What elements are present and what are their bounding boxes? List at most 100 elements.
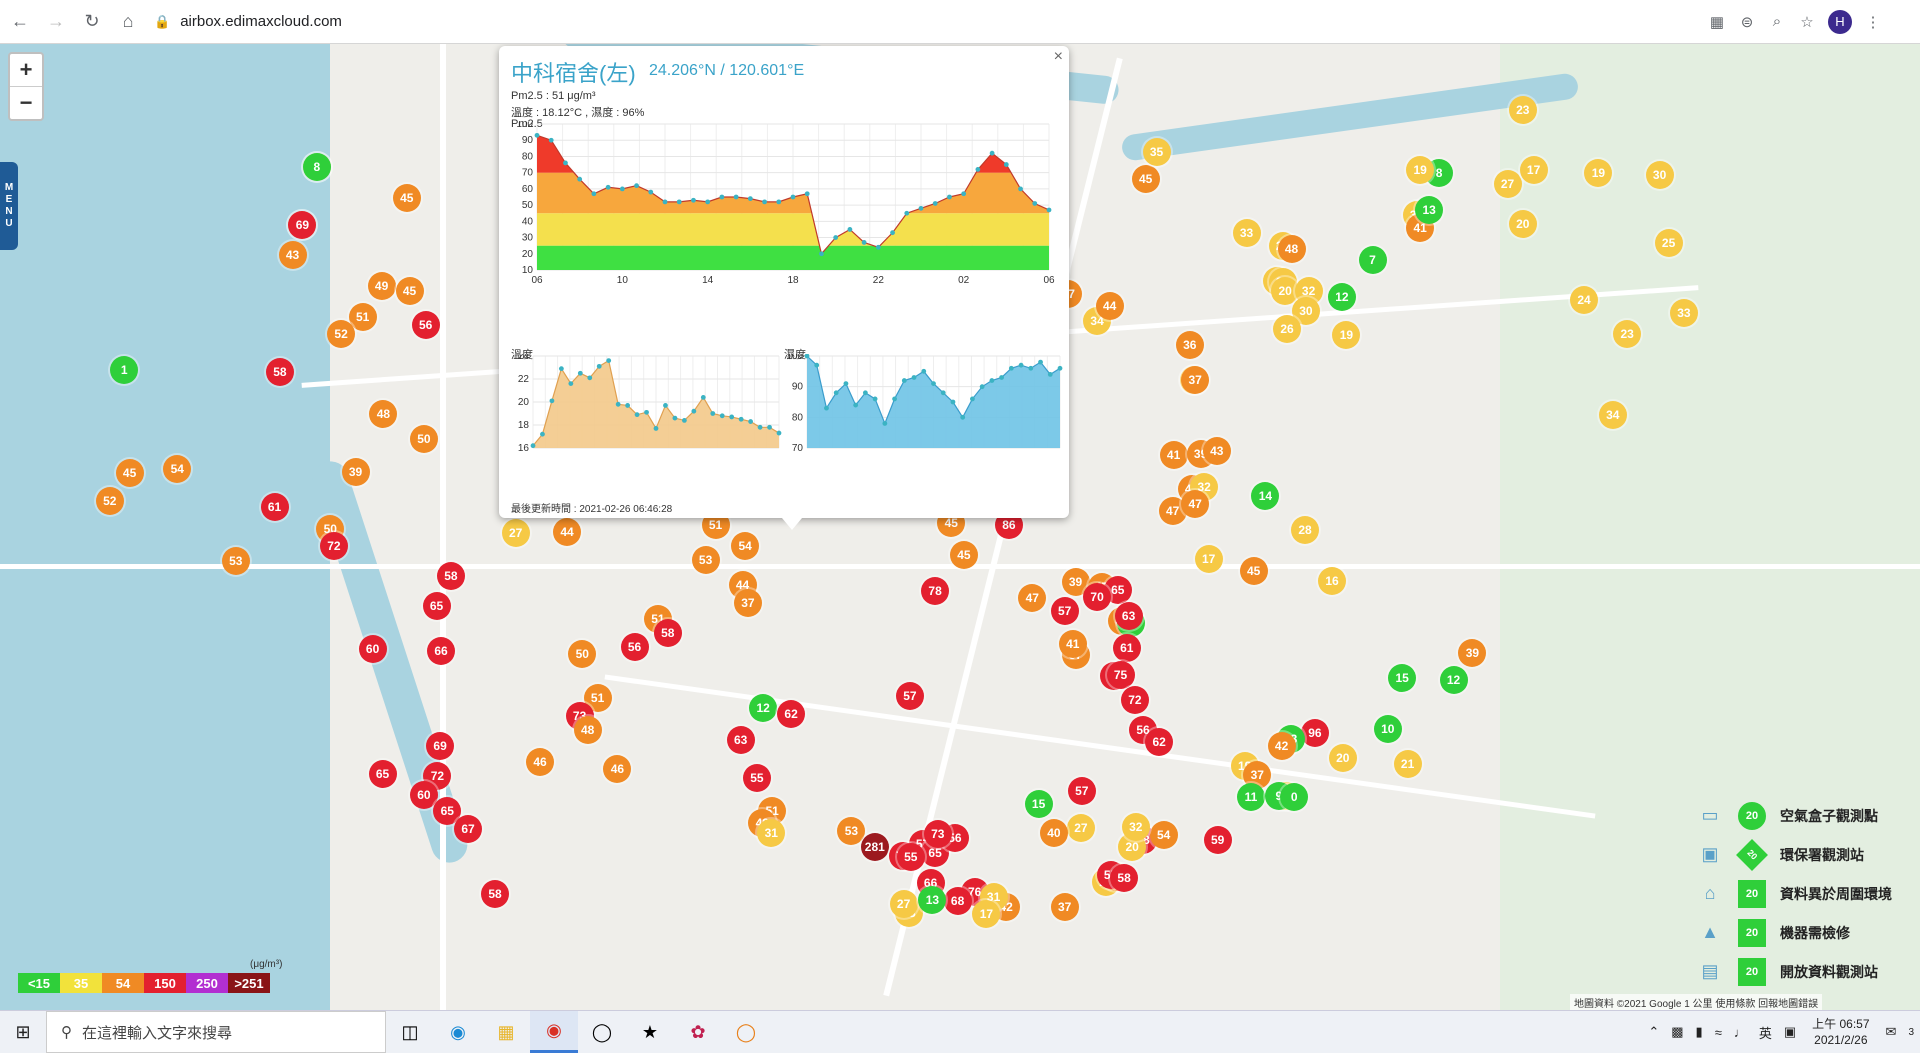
airbox-marker[interactable]: 30 [1645,161,1674,190]
airbox-marker[interactable]: 15 [1388,664,1417,693]
airbox-marker[interactable]: 68 [943,886,972,915]
profile-avatar[interactable]: H [1828,9,1852,34]
airbox-marker[interactable]: 62 [1145,728,1174,757]
volume-icon[interactable]: ♩ [1733,1024,1747,1040]
airbox-marker[interactable]: 23 [1613,320,1642,349]
airbox-marker[interactable]: 62 [777,700,806,729]
airbox-marker[interactable]: 20 [1508,209,1537,238]
airbox-marker[interactable]: 58 [265,358,294,387]
airbox-marker[interactable]: 13 [918,885,947,914]
airbox-marker[interactable]: 11 [1237,783,1265,811]
airbox-marker[interactable]: 48 [369,399,398,428]
airbox-marker[interactable]: 33 [1669,298,1698,327]
file-explorer-icon[interactable]: ▦ [497,1021,515,1042]
taskbar-search-placeholder[interactable]: 在這裡輸入文字來搜尋 [82,1024,233,1042]
clock[interactable]: 上午 06:57 2021/2/26 [1812,1016,1869,1048]
airbox-marker[interactable]: 54 [1149,820,1178,849]
airbox-marker[interactable]: 45 [115,459,144,487]
app-icon[interactable]: ◯ [591,1021,613,1042]
airbox-marker[interactable]: 7 [1358,245,1387,274]
map-attribution[interactable]: 地圖資料 ©2021 Google 1 公里 使用條款 回報地圖錯誤 [1570,994,1823,1010]
forward-icon[interactable]: → [47,11,65,31]
airbox-marker[interactable]: 61 [1112,633,1141,662]
airbox-marker[interactable]: 17 [1519,155,1548,184]
meet-icon[interactable]: ▩ [1671,1024,1684,1039]
airbox-marker[interactable]: 60 [358,635,387,664]
airbox-marker[interactable]: 15 [1024,790,1053,819]
blender-icon[interactable]: ◯ [735,1021,757,1042]
airbox-marker[interactable]: 70 [1083,583,1112,612]
airbox-marker[interactable]: 12 [1439,666,1468,694]
airbox-marker[interactable]: 40 [1039,819,1068,847]
airbox-marker[interactable]: 45 [1239,557,1268,586]
airbox-marker[interactable]: 281 [860,832,889,861]
airbox-marker[interactable]: 78 [921,576,950,605]
airbox-marker[interactable]: 43 [278,241,307,270]
airbox-marker[interactable]: 58 [1110,864,1139,892]
airbox-marker[interactable]: 96 [1300,719,1329,748]
ime-mode-icon[interactable]: ▣ [1783,1024,1797,1039]
airbox-marker[interactable]: 8 [302,153,331,181]
airbox-marker[interactable]: 39 [1458,639,1487,667]
airbox-marker[interactable]: 39 [341,458,370,487]
airbox-marker[interactable]: 65 [422,592,451,621]
airbox-marker[interactable]: 61 [260,493,289,522]
airbox-marker[interactable]: 10 [1373,714,1402,743]
airbox-marker[interactable]: 32 [1121,812,1150,841]
ime-indicator[interactable]: 英 [1758,1025,1772,1041]
airbox-marker[interactable]: 27 [501,519,530,548]
airbox-marker[interactable]: 32 [1190,472,1219,501]
airbox-marker[interactable]: 57 [1067,776,1096,805]
translate-icon[interactable]: ⊜ [1740,13,1754,31]
airbox-marker[interactable]: 52 [327,320,356,349]
airbox-marker[interactable]: 1 [110,355,139,384]
lock-icon[interactable]: 🔒 [154,13,171,29]
notification-icon[interactable]: ✉ [1885,1024,1897,1039]
airbox-marker[interactable]: 58 [481,880,509,909]
network-icon[interactable]: ≈ [1714,1024,1722,1040]
airbox-marker[interactable]: 27 [889,890,918,919]
airbox-marker[interactable]: 48 [1277,234,1306,263]
airbox-marker[interactable]: 45 [395,277,424,306]
airbox-marker[interactable]: 60 [409,781,438,810]
zoom-out-button[interactable]: − [10,86,42,119]
airbox-marker[interactable]: 50 [568,639,597,668]
windows-start-icon[interactable]: ⊞ [15,1021,31,1042]
airbox-marker[interactable]: 19 [1584,159,1613,188]
airbox-marker[interactable]: 48 [573,716,602,745]
airbox-marker[interactable]: 54 [163,455,192,484]
airbox-marker[interactable]: 47 [1018,584,1047,613]
airbox-marker[interactable]: 33 [1232,218,1261,247]
airbox-marker[interactable]: 57 [1050,596,1079,625]
app-icon[interactable]: ✿ [690,1021,706,1042]
airbox-marker[interactable]: 72 [423,762,452,791]
star-icon[interactable]: ☆ [1800,13,1814,31]
app-icon[interactable]: ★ [641,1021,659,1042]
airbox-marker[interactable]: 42 [1267,731,1296,760]
tray-chevron-icon[interactable]: ⌃ [1648,1024,1660,1039]
airbox-marker[interactable]: 37 [1181,366,1210,395]
airbox-marker[interactable]: 24 [1570,286,1598,315]
airbox-marker[interactable]: 46 [603,755,632,784]
airbox-marker[interactable]: 73 [923,819,952,848]
airbox-marker[interactable]: 0 [1280,783,1309,811]
airbox-marker[interactable]: 19 [1406,155,1435,184]
airbox-marker[interactable]: 41 [1058,630,1087,658]
airbox-marker[interactable]: 69 [426,731,455,760]
airbox-marker[interactable]: 20 [1328,744,1357,773]
airbox-marker[interactable]: 41 [1159,441,1188,469]
airbox-marker[interactable]: 47 [1181,489,1210,518]
airbox-marker[interactable]: 59 [1203,826,1232,855]
airbox-marker[interactable]: 27 [1493,170,1522,199]
airbox-marker[interactable]: 58 [653,619,682,648]
airbox-marker[interactable]: 20 [1271,277,1300,306]
airbox-marker[interactable]: 58 [436,561,465,590]
airbox-marker[interactable]: 49 [367,271,396,300]
reload-icon[interactable]: ↻ [84,11,100,31]
airbox-marker[interactable]: 43 [1202,436,1231,465]
airbox-marker[interactable]: 31 [757,819,786,847]
airbox-marker[interactable]: 65 [368,759,397,788]
address-bar[interactable]: 🔒 airbox.edimaxcloud.com [154,7,1702,37]
battery-icon[interactable]: ▮ [1695,1024,1703,1039]
